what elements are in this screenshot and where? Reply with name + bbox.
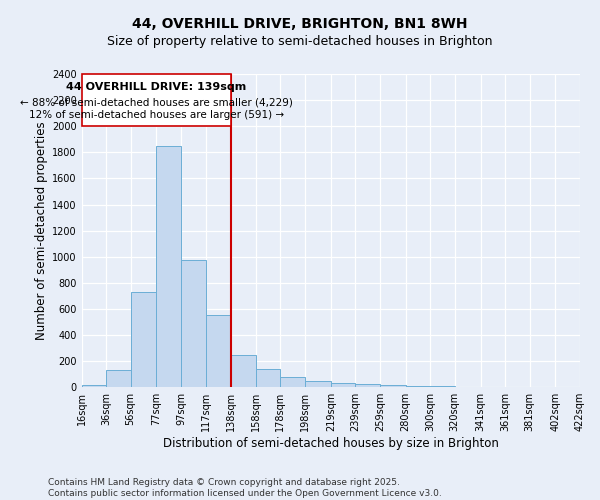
Bar: [181, 260, 206, 387]
Bar: [331, 382, 355, 387]
Bar: [280, 378, 305, 387]
Text: 12% of semi-detached houses are larger (591) →: 12% of semi-detached houses are larger (…: [29, 110, 284, 120]
Text: Contains HM Land Registry data © Crown copyright and database right 2025.
Contai: Contains HM Land Registry data © Crown c…: [48, 478, 442, 498]
Bar: [406, 386, 430, 387]
Bar: [430, 386, 455, 387]
Text: 44, OVERHILL DRIVE, BRIGHTON, BN1 8WH: 44, OVERHILL DRIVE, BRIGHTON, BN1 8WH: [132, 18, 468, 32]
Text: Size of property relative to semi-detached houses in Brighton: Size of property relative to semi-detach…: [107, 35, 493, 48]
Bar: [305, 380, 331, 387]
Bar: [157, 146, 181, 387]
Bar: [232, 354, 256, 387]
Bar: [82, 386, 106, 387]
Bar: [131, 292, 157, 387]
Bar: [380, 385, 406, 387]
Bar: [256, 369, 280, 387]
Text: ← 88% of semi-detached houses are smaller (4,229): ← 88% of semi-detached houses are smalle…: [20, 98, 293, 108]
Bar: [355, 384, 380, 387]
Bar: [106, 370, 131, 387]
Bar: [82, 74, 232, 126]
X-axis label: Distribution of semi-detached houses by size in Brighton: Distribution of semi-detached houses by …: [163, 437, 499, 450]
Bar: [206, 316, 232, 387]
Bar: [455, 386, 481, 387]
Y-axis label: Number of semi-detached properties: Number of semi-detached properties: [35, 122, 48, 340]
Bar: [481, 386, 505, 387]
Text: 44 OVERHILL DRIVE: 139sqm: 44 OVERHILL DRIVE: 139sqm: [67, 82, 247, 92]
